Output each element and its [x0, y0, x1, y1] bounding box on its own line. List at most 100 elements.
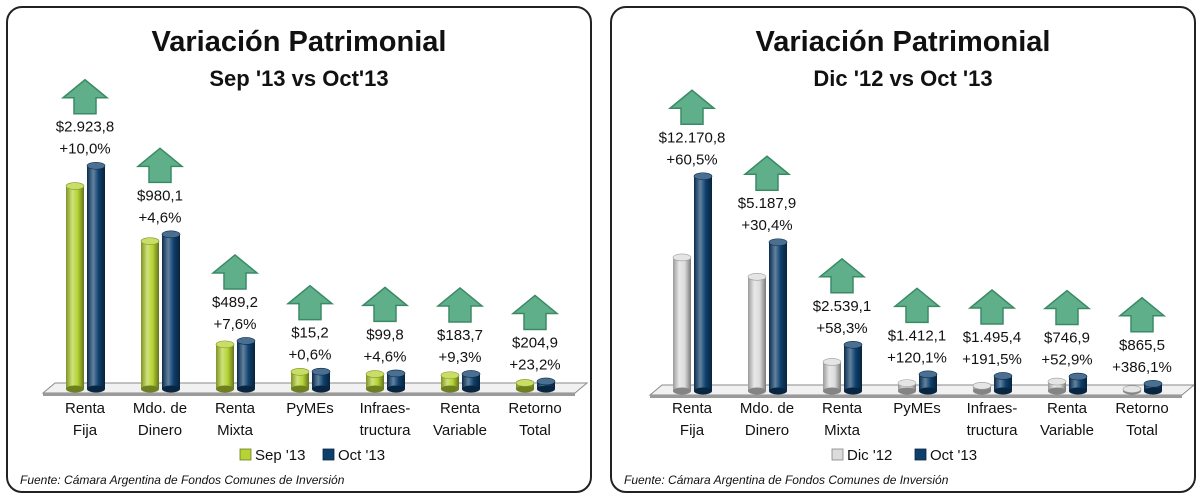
category-label-left-1-0: Mdo. de — [133, 400, 187, 417]
source-note: Fuente: Cámara Argentina de Fondos Comun… — [624, 473, 949, 487]
chart-right: Variación Patrimonial Dic '12 vs Oct '13 +… — [624, 26, 1194, 487]
data-label-amount-left-3: $15,2 — [291, 325, 329, 342]
arrow-up-icon — [892, 287, 942, 324]
bar-base-left-5-1 — [462, 385, 480, 393]
bar-left-oct13-5 — [462, 373, 480, 389]
bar-top-right-4-0 — [972, 381, 992, 390]
category-label-left-1-1: Dinero — [138, 422, 182, 439]
bar-left-oct13-4 — [387, 373, 405, 389]
bar-base-right-4-0 — [973, 387, 991, 395]
data-label-amount-left-0: $2.923,8 — [56, 119, 114, 136]
category-label-right-4-0: Infraes- — [967, 400, 1018, 417]
bar-top-left-1-1 — [161, 230, 181, 239]
bar-top-left-4-1 — [386, 369, 406, 378]
bar-base-right-3-0 — [898, 387, 916, 395]
data-label-pct-right-4: +191,5% — [962, 351, 1022, 368]
bar-top-right-2-1 — [843, 341, 863, 349]
data-label-pct-left-1: +4,6% — [139, 209, 182, 226]
data-label-amount-right-3: $1.412,1 — [888, 327, 946, 344]
bar-left-sep13-5 — [441, 375, 459, 389]
bar-right-oct13-1 — [769, 242, 787, 391]
bar-top-left-0-1 — [86, 161, 106, 170]
arrow-up-icon — [667, 89, 717, 126]
bar-base-left-0-1 — [87, 385, 105, 393]
category-label-right-4-1: tructura — [967, 422, 1019, 439]
category-label-right-6-1: Total — [1126, 422, 1158, 439]
legend-label-right-0: Dic '12 — [847, 447, 892, 464]
bar-left-oct13-3 — [312, 371, 330, 389]
arrow-up-icon — [510, 294, 560, 331]
chart-floor-edge — [43, 393, 575, 396]
category-label-right-6-0: Retorno — [1115, 400, 1168, 417]
bar-base-left-5-0 — [441, 385, 459, 393]
category-label-left-2-0: Renta — [215, 400, 256, 417]
data-label-amount-right-5: $746,9 — [1044, 330, 1090, 347]
data-label-amount-right-6: $865,5 — [1119, 337, 1165, 354]
bar-base-right-2-1 — [844, 387, 862, 395]
bar-top-right-5-1 — [1068, 372, 1088, 381]
category-label-right-0-0: Renta — [672, 400, 713, 417]
bar-top-right-1-0 — [747, 273, 767, 281]
arrow-up-icon — [967, 289, 1017, 325]
data-label-amount-left-5: $183,7 — [437, 327, 483, 344]
bar-base-left-4-1 — [387, 385, 405, 393]
bar-top-right-4-1 — [993, 372, 1013, 380]
chart-left: Variación Patrimonial Sep '13 vs Oct'13 +1… — [20, 26, 589, 487]
arrow-up-icon — [285, 284, 335, 321]
data-label-pct-right-6: +386,1% — [1112, 359, 1172, 376]
arrow-up-icon — [1042, 289, 1092, 326]
bar-top-left-6-1 — [536, 377, 556, 386]
legend-swatch-right-0 — [831, 448, 844, 461]
category-label-right-5-1: Variable — [1040, 422, 1094, 439]
arrow-up-icon — [60, 78, 110, 115]
category-label-right-2-1: Mixta — [824, 422, 860, 439]
bar-base-left-1-0 — [141, 385, 159, 393]
bar-right-dic12-3 — [898, 383, 916, 391]
bar-base-right-1-1 — [769, 387, 787, 395]
bar-base-right-6-1 — [1144, 387, 1162, 395]
source-note: Fuente: Cámara Argentina de Fondos Comun… — [20, 473, 345, 487]
bar-left-oct13-1 — [162, 234, 180, 389]
data-label-amount-right-0: $12.170,8 — [659, 129, 726, 146]
bar-right-dic12-0 — [673, 257, 691, 391]
bar-base-left-2-1 — [237, 385, 255, 393]
bar-right-dic12-1 — [748, 276, 766, 391]
bar-top-right-5-0 — [1047, 377, 1067, 386]
bar-top-left-2-0 — [215, 340, 235, 349]
bar-top-right-3-1 — [918, 370, 938, 379]
data-label-pct-right-5: +52,9% — [1041, 352, 1092, 369]
data-label-pct-left-2: +7,6% — [214, 316, 257, 333]
bar-left-sep13-0 — [66, 186, 84, 389]
bar-top-right-3-0 — [897, 379, 917, 387]
data-label-pct-left-3: +0,6% — [289, 347, 332, 364]
category-label-right-1-1: Dinero — [745, 422, 789, 439]
chart-subtitle: Sep '13 vs Oct'13 — [209, 66, 388, 91]
bar-base-right-1-0 — [748, 387, 766, 395]
legend-label-left-0: Sep '13 — [255, 447, 305, 464]
bar-top-right-1-1 — [768, 238, 788, 247]
data-label-amount-left-1: $980,1 — [137, 187, 183, 204]
data-label-pct-right-1: +30,4% — [741, 217, 792, 234]
bar-top-right-0-0 — [672, 253, 692, 262]
bar-top-left-2-1 — [236, 337, 256, 345]
category-label-right-3-0: PyMEs — [893, 400, 941, 417]
bar-base-right-5-1 — [1069, 387, 1087, 395]
bar-base-left-1-1 — [162, 385, 180, 393]
category-label-left-2-1: Mixta — [217, 422, 253, 439]
category-label-left-6-0: Retorno — [508, 400, 561, 417]
bar-top-left-5-0 — [440, 371, 460, 380]
data-label-pct-left-4: +4,6% — [364, 348, 407, 365]
category-label-left-6-1: Total — [519, 422, 551, 439]
category-label-right-1-0: Mdo. de — [740, 400, 794, 417]
category-label-left-4-0: Infraes- — [360, 400, 411, 417]
arrow-up-icon — [817, 257, 867, 294]
chart-subtitle: Dic '12 vs Oct '13 — [813, 66, 992, 91]
bar-left-sep13-2 — [216, 344, 234, 389]
bar-left-sep13-1 — [141, 241, 159, 389]
bar-top-left-6-0 — [515, 379, 535, 387]
chart-panel-right: Variación Patrimonial Dic '12 vs Oct '13 +… — [610, 6, 1196, 493]
category-label-left-4-1: tructura — [360, 422, 412, 439]
bar-base-left-6-1 — [537, 385, 555, 393]
bar-right-oct13-2 — [844, 344, 862, 391]
bar-base-left-6-0 — [516, 385, 534, 393]
